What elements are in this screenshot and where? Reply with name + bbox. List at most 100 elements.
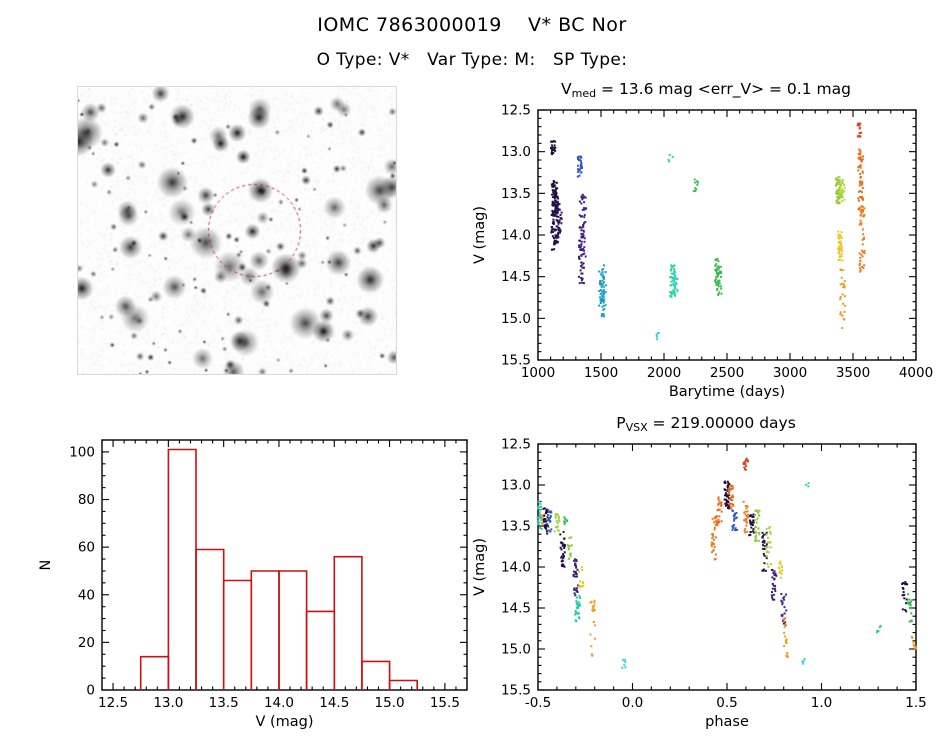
data-point xyxy=(575,587,578,590)
data-point xyxy=(778,562,781,564)
data-point xyxy=(580,243,583,246)
data-point xyxy=(780,572,783,575)
data-point xyxy=(580,165,583,168)
data-point xyxy=(562,553,565,556)
data-point xyxy=(909,604,912,607)
data-point xyxy=(859,269,862,272)
data-point xyxy=(574,610,577,612)
data-point xyxy=(559,217,562,220)
data-point xyxy=(554,199,557,202)
data-point xyxy=(697,181,699,184)
data-point xyxy=(555,520,558,523)
data-point xyxy=(766,541,769,544)
data-point xyxy=(602,268,605,271)
data-point xyxy=(783,620,786,623)
data-point xyxy=(733,512,736,515)
data-point xyxy=(859,270,862,273)
data-point xyxy=(716,520,719,523)
data-point xyxy=(858,158,861,161)
data-point xyxy=(557,516,560,519)
data-point xyxy=(762,569,765,572)
data-point xyxy=(599,280,602,282)
data-point xyxy=(862,233,865,236)
data-point xyxy=(554,214,557,217)
data-point xyxy=(840,193,843,196)
data-point xyxy=(863,264,866,267)
data-point xyxy=(590,645,593,648)
x-axis-label: Barytime (days) xyxy=(669,384,785,400)
data-point xyxy=(861,208,864,211)
data-point xyxy=(763,548,766,550)
data-point xyxy=(670,293,673,296)
data-point xyxy=(839,234,841,237)
data-point xyxy=(578,174,581,177)
data-point xyxy=(537,519,539,522)
data-point xyxy=(773,578,776,581)
data-point xyxy=(785,593,788,596)
lightcurve-title-prefix: V xyxy=(561,80,572,98)
data-point xyxy=(754,519,757,521)
data-point xyxy=(578,275,580,278)
data-point xyxy=(735,529,738,531)
data-point xyxy=(754,535,757,538)
data-point xyxy=(573,592,576,595)
data-point xyxy=(842,318,845,320)
data-point xyxy=(592,606,595,609)
data-point xyxy=(746,510,749,513)
data-point xyxy=(755,521,758,524)
data-point xyxy=(802,660,805,663)
y-tick-label: 15.0 xyxy=(501,642,531,658)
data-point xyxy=(669,269,672,272)
data-point xyxy=(716,289,719,291)
data-point xyxy=(555,241,558,244)
x-tick-label: 15.5 xyxy=(430,695,460,711)
data-point xyxy=(563,516,566,519)
data-point xyxy=(863,252,866,254)
data-point xyxy=(592,610,595,612)
data-point xyxy=(557,529,560,531)
data-point xyxy=(553,185,556,188)
data-point xyxy=(600,297,603,300)
data-point xyxy=(580,254,583,257)
data-point xyxy=(717,498,720,501)
data-point xyxy=(908,602,911,605)
data-point xyxy=(747,516,750,519)
x-tick-label: -0.5 xyxy=(525,695,551,711)
data-point xyxy=(752,516,755,518)
data-point xyxy=(578,168,581,171)
data-point xyxy=(562,563,565,566)
data-point xyxy=(751,515,754,518)
data-point xyxy=(755,531,758,534)
data-point xyxy=(552,146,555,149)
data-point xyxy=(837,202,840,205)
data-point xyxy=(601,313,604,315)
data-point xyxy=(557,231,560,234)
data-point xyxy=(581,226,584,229)
lightcurve-title-subscript: med xyxy=(571,87,597,100)
data-point xyxy=(577,157,580,160)
data-point xyxy=(575,599,578,602)
data-point xyxy=(753,531,755,534)
data-point xyxy=(733,518,736,520)
data-point xyxy=(579,160,582,163)
data-point xyxy=(714,278,717,281)
data-point xyxy=(876,630,879,632)
data-point xyxy=(574,613,577,616)
data-point xyxy=(601,275,604,278)
data-point xyxy=(574,562,577,565)
data-point xyxy=(732,524,735,527)
data-point xyxy=(839,242,842,245)
page-title: IOMC 7863000019 V* BC Nor xyxy=(317,14,627,36)
data-point xyxy=(761,531,764,534)
data-point xyxy=(576,589,579,592)
data-point xyxy=(757,539,760,542)
data-point xyxy=(718,291,721,294)
data-point xyxy=(839,311,842,314)
data-point xyxy=(675,283,678,286)
data-point xyxy=(553,530,556,533)
phase-title-prefix: P xyxy=(616,414,626,432)
data-point xyxy=(601,271,604,274)
data-point xyxy=(757,527,760,530)
data-point xyxy=(843,190,846,193)
data-point xyxy=(576,175,579,178)
